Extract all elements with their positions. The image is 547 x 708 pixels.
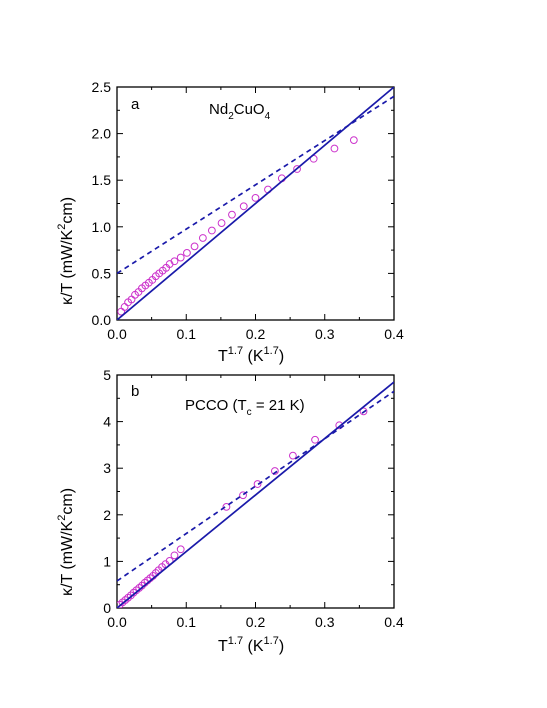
y-tick-label-b: 4 [103, 414, 111, 430]
data-point-a [120, 303, 129, 311]
x-tick-label-a: 0.1 [177, 326, 197, 342]
y-tick-label-b: 0 [103, 600, 111, 616]
y-tick-label-b: 5 [103, 367, 111, 383]
ticks-a [116, 86, 395, 321]
panel-a: 0.0 0.1 0.2 0.3 0.4 0.0 0.5 1.0 1.5 2.0 2.5 a Nd2C… [56, 79, 404, 365]
data-point-a [183, 248, 191, 257]
data-point-b [222, 502, 231, 511]
x-tick-label-a: 0.3 [315, 326, 335, 342]
data-point-a [239, 202, 248, 211]
x-tick-label-b: 0.0 [107, 614, 127, 630]
y-tick-label-b: 1 [103, 553, 111, 569]
data-point-b [253, 480, 262, 488]
y-tick-label-b: 3 [103, 460, 111, 476]
dashed-fit-line-a [117, 95, 394, 275]
data-point-a [228, 210, 236, 219]
y-tick-label-a: 2.0 [92, 126, 112, 142]
data-point-a [207, 226, 216, 235]
data-point-a [251, 194, 260, 202]
ticklabels-a: 0.0 0.1 0.2 0.3 0.4 0.0 0.5 1.0 1.5 2.0 2.5 [92, 79, 404, 342]
x-tick-label-b: 0.3 [315, 614, 335, 630]
x-tick-label-b: 0.2 [246, 614, 266, 630]
x-axis-label-a: T1.7 (K1.7) [218, 345, 284, 365]
data-point-b [117, 600, 124, 608]
dashed-fit-line-b [117, 390, 394, 582]
data-b [117, 381, 394, 608]
data-point-b [311, 435, 319, 444]
x-tick-label-b: 0.1 [177, 614, 197, 630]
data-point-b [335, 421, 344, 430]
data-point-b [288, 451, 297, 460]
panel-letter-b: b [131, 383, 139, 400]
data-point-a [217, 219, 226, 227]
panel-b: 0.0 0.1 0.2 0.3 0.4 0 1 2 3 4 5 b PCCO (Tc = 21 K)… [56, 367, 404, 655]
y-tick-label-a: 0.5 [92, 265, 112, 281]
data-a [117, 87, 394, 320]
data-point-b [121, 596, 130, 604]
data-point-b [270, 467, 279, 475]
solid-fit-line-b [117, 381, 394, 608]
y-axis-label-b: κ/T (mW/K2cm) [56, 488, 76, 596]
annotation-b: PCCO (Tc = 21 K) [185, 397, 305, 418]
y-tick-label-a: 0.0 [92, 312, 112, 328]
data-point-b [170, 551, 179, 560]
x-axis-label-b: T1.7 (K1.7) [218, 635, 284, 655]
data-point-a [349, 136, 358, 145]
y-tick-label-b: 2 [103, 507, 111, 523]
y-tick-label-a: 2.5 [92, 79, 112, 95]
data-point-a [293, 165, 301, 173]
data-point-a [190, 242, 199, 251]
data-point-b [239, 491, 247, 500]
data-point-b [124, 593, 132, 602]
x-tick-label-b: 0.4 [384, 614, 404, 630]
panel-letter-a: a [131, 96, 140, 113]
ticklabels-b: 0.0 0.1 0.2 0.3 0.4 0 1 2 3 4 5 [103, 367, 404, 630]
data-point-b [126, 591, 135, 600]
x-tick-label-a: 0.0 [107, 326, 127, 342]
data-point-a [170, 257, 179, 266]
data-point-a [176, 253, 185, 262]
x-tick-label-a: 0.4 [384, 326, 404, 342]
data-point-a [330, 144, 339, 153]
x-tick-label-a: 0.2 [246, 326, 266, 342]
annotation-a: Nd2CuO4 [209, 101, 271, 122]
y-tick-label-a: 1.5 [92, 172, 112, 188]
data-point-a [198, 234, 207, 242]
data-point-b [118, 598, 127, 607]
y-axis-label-a: κ/T (mW/K2cm) [56, 197, 76, 305]
data-point-b [176, 545, 185, 554]
y-tick-label-a: 1.0 [92, 219, 112, 235]
